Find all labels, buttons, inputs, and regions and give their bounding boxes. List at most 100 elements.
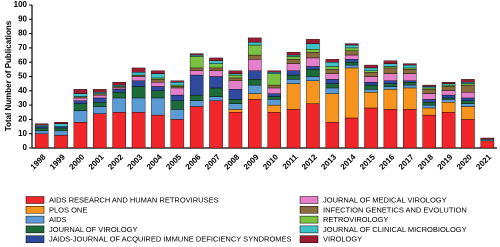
bar-segment	[422, 89, 436, 94]
bar-segment	[248, 59, 262, 71]
bar-segment	[93, 113, 107, 149]
bar-segment	[189, 54, 204, 57]
bar-segment	[209, 87, 223, 97]
legend-swatch	[25, 225, 45, 234]
bar-segment	[248, 79, 262, 86]
bar-segment	[248, 70, 262, 80]
bar-segment	[383, 66, 398, 69]
bar-segment	[403, 73, 417, 81]
bar-segment	[364, 72, 378, 77]
bar-segment	[364, 92, 378, 109]
bar-segment	[209, 100, 223, 149]
x-tick-label: 2013	[319, 152, 338, 171]
bar-segment	[267, 104, 281, 113]
bar-segment	[151, 77, 165, 80]
bar-segment	[170, 87, 185, 96]
bar-segment	[112, 87, 126, 90]
bar-segment	[189, 94, 204, 102]
x-tick-label: 2003	[126, 152, 145, 171]
bar-segment	[286, 59, 301, 64]
bar-segment	[267, 99, 281, 106]
bar-segment	[34, 124, 49, 127]
bar-segment	[131, 74, 146, 77]
bar-segment	[228, 103, 243, 110]
bar-segment	[170, 80, 185, 83]
x-tick-label: 2018	[416, 152, 435, 171]
y-tick-label: 80	[18, 29, 27, 38]
legend-swatch	[299, 215, 319, 224]
bar-segment	[248, 44, 262, 56]
x-tick-label: 2005	[164, 152, 183, 171]
bar-segment	[325, 73, 340, 80]
bar-segment	[248, 54, 262, 60]
bar-segment	[325, 69, 340, 74]
bar-segment	[73, 100, 88, 104]
bar-segment	[403, 67, 417, 70]
bar-segment	[170, 109, 185, 120]
bar-segment	[403, 80, 417, 83]
bar-segment	[480, 140, 495, 149]
bar-segment	[248, 99, 262, 149]
bar-segment	[112, 92, 126, 99]
bar-segment	[461, 103, 475, 107]
bar-segment	[306, 66, 320, 70]
bar-segment	[306, 43, 320, 50]
bar-segment	[325, 66, 340, 70]
bar-segment	[383, 67, 398, 74]
y-tick-label: 60	[18, 57, 27, 66]
bar-segment	[151, 90, 165, 99]
bar-segment	[112, 97, 126, 113]
bar-segment	[267, 73, 281, 86]
x-tick-label: 2021	[474, 152, 493, 171]
bar-segment	[228, 77, 243, 81]
bar-segment	[34, 133, 49, 149]
bar-segment	[189, 53, 204, 56]
bar-segment	[170, 82, 185, 86]
bar-segment	[93, 89, 107, 93]
bar-segment	[325, 59, 340, 63]
bar-segment	[344, 62, 359, 66]
bar-segment	[480, 137, 495, 140]
bar-segment	[93, 94, 107, 99]
bar-segment	[306, 103, 320, 149]
x-tick-label: 2002	[106, 152, 125, 171]
x-tick-label: 2010	[261, 152, 280, 171]
bar-segment	[306, 51, 320, 59]
bar-segment	[131, 97, 146, 113]
bar-segment	[228, 74, 243, 79]
bar-segment	[112, 82, 126, 86]
bar-segment	[441, 97, 456, 100]
bar-segment	[461, 106, 475, 120]
bar-segment	[441, 86, 456, 92]
bar-segment	[325, 83, 340, 89]
bar-segment	[189, 100, 204, 107]
y-tick-label: 70	[18, 43, 27, 52]
bar-segment	[286, 51, 301, 56]
x-tick-label: 2017	[397, 152, 416, 171]
bar-segment	[54, 134, 68, 149]
bar-segment	[93, 92, 107, 94]
bar-segment	[131, 76, 146, 81]
bar-segment	[422, 87, 436, 90]
bar-segment	[151, 86, 165, 92]
bar-segment	[422, 86, 436, 89]
bar-segment	[344, 50, 359, 56]
bar-segment	[344, 67, 359, 119]
legend-label: JAIDS-JOURNAL OF ACQUIRED IMMUNE DEFICIE…	[49, 235, 292, 244]
bar-segment	[112, 86, 126, 89]
bar-segment	[189, 70, 204, 76]
x-tick-label: 1998	[29, 152, 48, 171]
bar-segment	[422, 93, 436, 100]
bar-segment	[461, 82, 475, 84]
legend-label: PLOS ONE	[49, 205, 87, 214]
x-tick-label: 2015	[358, 152, 377, 171]
bar-segment	[170, 119, 185, 149]
x-tick-label: 2016	[377, 152, 396, 171]
bar-segment	[441, 84, 456, 87]
bar-segment	[267, 87, 281, 94]
y-tick-label: 50	[18, 72, 27, 81]
bar-segment	[461, 83, 475, 86]
y-tick-label: 0	[23, 143, 28, 152]
bar-segment	[93, 93, 107, 96]
legend-swatch	[299, 225, 319, 234]
